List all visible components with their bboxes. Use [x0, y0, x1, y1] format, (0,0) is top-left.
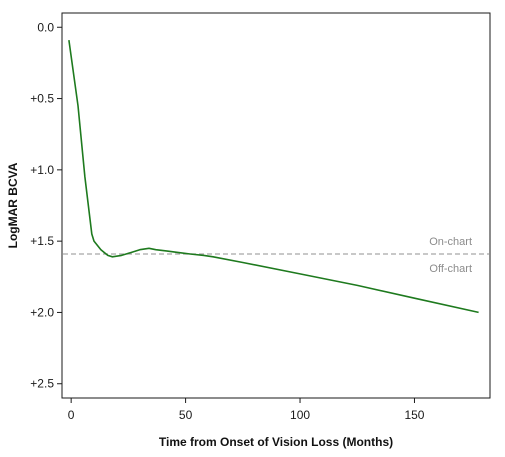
annotation-off-chart: Off-chart: [429, 263, 472, 275]
y-tick-label: +0.5: [30, 92, 54, 106]
x-axis: 0 50 100 150: [68, 398, 425, 422]
y-tick-label: 0.0: [37, 20, 54, 34]
annotation-on-chart: On-chart: [429, 236, 472, 248]
y-axis-title: LogMAR BCVA: [6, 162, 20, 248]
y-axis: 0.0 +0.5 +1.0 +1.5 +2.0 +2.5: [30, 20, 62, 391]
plot-frame: [61, 12, 491, 399]
x-tick-label: 0: [68, 408, 75, 422]
series-line-bcva: [68, 39, 479, 314]
y-tick-label: +2.5: [30, 377, 54, 391]
x-tick-label: 50: [179, 408, 193, 422]
y-tick-label: +2.0: [30, 305, 54, 319]
x-tick-label: 150: [404, 408, 424, 422]
y-tick-label: +1.0: [30, 163, 54, 177]
x-tick-label: 100: [290, 408, 310, 422]
y-tick-label: +1.5: [30, 234, 54, 248]
x-axis-title: Time from Onset of Vision Loss (Months): [159, 435, 393, 449]
